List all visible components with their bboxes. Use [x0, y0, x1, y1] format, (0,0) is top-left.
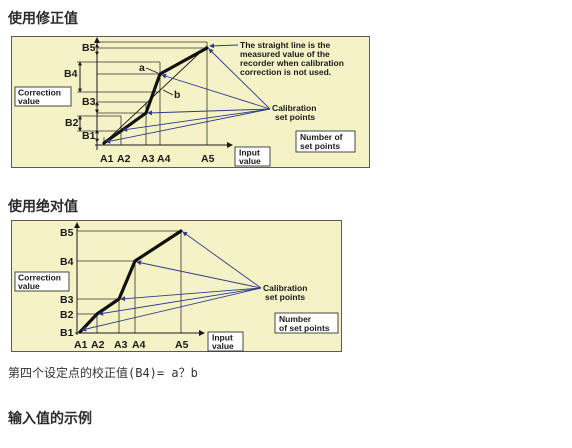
y-label-b4: B4 [64, 68, 78, 80]
y-axis-labels: B5 B4 B3 B2 B1 [64, 42, 96, 142]
correction-box-line: value [18, 96, 40, 106]
note-line: recorder when calibration [240, 58, 344, 68]
y-label-b5: B5 [60, 227, 74, 239]
calibration-callout: Calibration set points [105, 48, 316, 144]
note-line: The straight line is the [240, 40, 330, 50]
correction-box-line: Correction [18, 273, 61, 283]
calibration-label-line: set points [265, 292, 305, 302]
x-label-a1: A1 [74, 339, 88, 351]
input-value-box: Input value [234, 146, 271, 167]
heading-absolute-method: 使用绝对值 [8, 199, 78, 215]
label-box [295, 130, 356, 153]
label-box [274, 312, 339, 334]
calibration-pointer [182, 231, 262, 289]
y-label-b3: B3 [60, 294, 74, 306]
correction-box-line: value [18, 281, 40, 291]
y-label-b1: B1 [60, 327, 74, 339]
correction-value-box: Correction value [14, 271, 70, 292]
number-of-set-points-box: Number of set points [274, 312, 339, 334]
point-markers: a b [139, 62, 180, 101]
y-label-b1: B1 [82, 130, 96, 142]
note-pointer [209, 43, 239, 49]
uncorrected-straight-line [103, 45, 208, 144]
x-label-a4: A4 [132, 339, 146, 351]
heading-input-example: 输入值的示例 [8, 411, 92, 427]
calibration-label-line: Calibration [263, 283, 307, 293]
y-label-b5: B5 [82, 42, 96, 54]
calibration-pointer [105, 108, 271, 144]
calibration-pointer [120, 287, 262, 302]
x-label-a3: A3 [114, 339, 128, 351]
correction-value-figure: B5 B4 B3 B2 B1 A1 A2 A3 A4 A5 a b The st… [11, 36, 370, 168]
label-box [207, 331, 244, 352]
b4-correction-formula: 第四个设定点的校正值(B4)= a？b [8, 366, 198, 380]
calibration-label-line: Calibration [272, 103, 316, 113]
x-axis-labels: A1 A2 A3 A4 A5 [100, 153, 215, 165]
correction-value-diagram: B5 B4 B3 B2 B1 A1 A2 A3 A4 A5 a b The st… [11, 36, 370, 168]
point-a-label: a [139, 62, 145, 74]
calibration-pointer [122, 108, 271, 132]
x-label-a2: A2 [91, 339, 105, 351]
grid-lines [77, 230, 182, 333]
input-value-box: Input value [207, 331, 244, 352]
number-box-line: Number [279, 314, 312, 324]
input-box-line: Input [239, 148, 260, 158]
y-label-b2: B2 [65, 117, 79, 129]
x-label-a5: A5 [175, 339, 189, 351]
point-b-label: b [174, 89, 180, 101]
y-axis-labels: B5 B4 B3 B2 B1 [60, 227, 74, 339]
note-line: measured value of the [240, 49, 330, 59]
y-label-b2: B2 [60, 309, 74, 321]
calibration-pointer [208, 48, 271, 110]
x-axis-labels: A1 A2 A3 A4 A5 [74, 339, 189, 351]
axes [74, 222, 205, 336]
point-b-leader [162, 89, 174, 96]
label-box [14, 271, 70, 292]
input-box-line: value [212, 341, 234, 351]
x-label-a2: A2 [117, 153, 131, 165]
x-label-a5: A5 [201, 153, 215, 165]
y-label-b3: B3 [82, 96, 96, 108]
calibration-pointer [147, 108, 271, 116]
calibration-pointer [136, 260, 262, 289]
x-label-a4: A4 [157, 153, 171, 165]
calibration-label-line: set points [275, 112, 315, 122]
calibration-pointer [98, 287, 262, 316]
heading-correction-method: 使用修正值 [8, 11, 78, 27]
corrected-line [102, 46, 209, 145]
x-label-a1: A1 [100, 153, 114, 165]
number-box-line: Number of [300, 132, 343, 142]
straight-line-note: The straight line is the measured value … [209, 40, 344, 77]
absolute-value-diagram: B5 B4 B3 B2 B1 A1 A2 A3 A4 A5 Calibratio… [11, 220, 342, 352]
x-label-a3: A3 [141, 153, 155, 165]
absolute-value-line [78, 229, 183, 334]
correction-box-line: Correction [18, 88, 61, 98]
number-box-line: set points [300, 141, 340, 151]
number-of-set-points-box: Number of set points [295, 130, 356, 153]
calibration-pointer [161, 73, 271, 110]
calibration-pointer [81, 287, 262, 332]
number-box-line: of set points [279, 323, 330, 333]
input-box-line: value [239, 156, 261, 166]
absolute-value-figure: B5 B4 B3 B2 B1 A1 A2 A3 A4 A5 Calibratio… [11, 220, 342, 352]
point-a-leader [145, 67, 159, 74]
y-label-b4: B4 [60, 256, 74, 268]
label-box [234, 146, 271, 167]
note-line: correction is not used. [240, 67, 331, 77]
input-box-line: Input [212, 333, 233, 343]
correction-value-box: Correction value [14, 86, 72, 107]
label-box [14, 86, 72, 107]
calibration-callout: Calibration set points [81, 231, 307, 332]
correction-arrows [78, 43, 99, 143]
